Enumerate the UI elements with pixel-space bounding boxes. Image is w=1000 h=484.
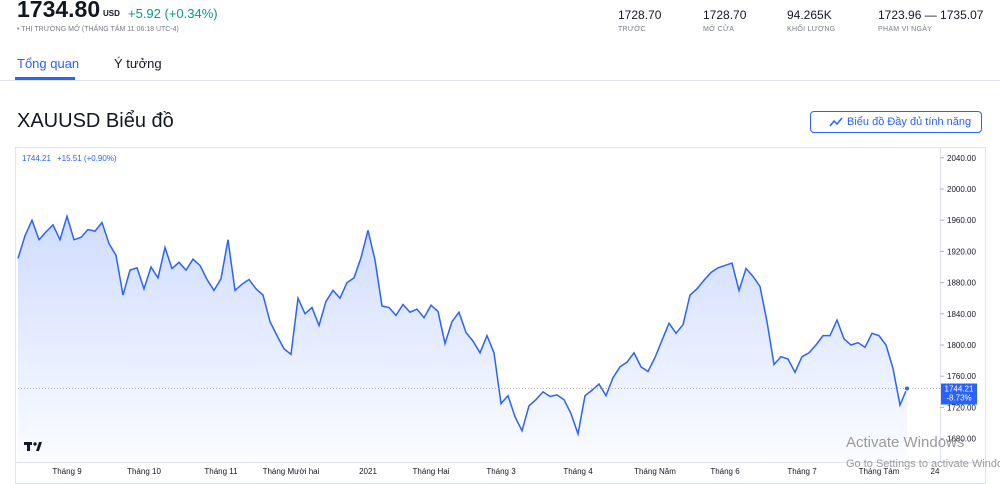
price-change: +5.92 (+0.34%) bbox=[128, 6, 218, 21]
divider bbox=[0, 80, 1000, 81]
x-tick-label: Tháng Mười hai bbox=[263, 467, 320, 476]
chart-icon bbox=[829, 117, 843, 127]
watermark-title: Activate Windows bbox=[846, 434, 964, 451]
stat-label: MỞ CỬA bbox=[703, 26, 735, 33]
x-tick-label: 2021 bbox=[359, 467, 377, 476]
x-tick-label: Tháng Hai bbox=[413, 467, 450, 476]
stat-value: 1728.70 bbox=[703, 8, 747, 22]
stat-value: 94.265K bbox=[787, 8, 832, 22]
x-tick-label: Tháng 6 bbox=[710, 467, 740, 476]
area bbox=[18, 216, 907, 462]
x-tick-label: Tháng Tám bbox=[859, 467, 900, 476]
price-tag bbox=[941, 383, 977, 405]
x-tick-label: Tháng 11 bbox=[204, 467, 238, 476]
y-tick-label: 1880.00 bbox=[947, 279, 976, 288]
market-status: • THỊ TRƯỜNG MỞ (THÁNG TÁM 11 06:18 UTC-… bbox=[17, 26, 179, 33]
stat-label: KHỐI LƯỢNG bbox=[787, 26, 836, 33]
button-label[interactable]: Biểu đồ Đầy đủ tính năng bbox=[847, 116, 972, 128]
tab[interactable]: Ý tưởng bbox=[114, 56, 162, 71]
legend-change: +15.51 (+0.90%) bbox=[57, 154, 117, 163]
legend-price: 1744.21 bbox=[22, 154, 51, 163]
y-tick-label: 1960.00 bbox=[947, 216, 976, 225]
last-point bbox=[904, 385, 910, 392]
price-tag-change: -8.73% bbox=[946, 394, 971, 403]
x-tick-label: Tháng 4 bbox=[563, 467, 593, 476]
section-title: XAUUSD Biểu đồ bbox=[17, 110, 174, 132]
y-tick-label: 1840.00 bbox=[947, 310, 976, 319]
x-tick-label: Tháng 7 bbox=[787, 467, 817, 476]
y-tick-label: 1760.00 bbox=[947, 372, 976, 381]
y-tick-label: 2000.00 bbox=[947, 185, 976, 194]
stat-value: 1728.70 bbox=[618, 8, 662, 22]
y-tick-label: 1720.00 bbox=[947, 403, 976, 412]
stat-label: TRƯỚC bbox=[618, 26, 646, 33]
y-tick-label: 2040.00 bbox=[947, 154, 976, 163]
full-chart-button[interactable]: Biểu đồ Đầy đủ tính năng bbox=[810, 111, 982, 133]
line bbox=[17, 213, 908, 437]
x-tick-label: Tháng Năm bbox=[634, 467, 676, 476]
stat-label: PHẠM VI NGÀY bbox=[878, 26, 933, 33]
tab-indicator bbox=[15, 77, 75, 80]
price: 1734.80 bbox=[17, 0, 101, 22]
y-tick-label: 1920.00 bbox=[947, 247, 976, 256]
tab[interactable]: Tổng quan bbox=[17, 56, 80, 71]
price-tag-value: 1744.21 bbox=[945, 385, 974, 394]
watermark-subtitle: Go to Settings to activate Windows. bbox=[846, 458, 1000, 470]
y-tick-label: 1800.00 bbox=[947, 341, 976, 350]
x-tick-label: 24 bbox=[931, 467, 940, 476]
stat-value: 1723.96 — 1735.07 bbox=[878, 8, 984, 22]
x-tick-label: Tháng 9 bbox=[52, 467, 82, 476]
currency: USD bbox=[103, 9, 120, 18]
x-tick-label: Tháng 3 bbox=[486, 467, 516, 476]
y-tick-label: 1680.00 bbox=[947, 435, 976, 444]
x-tick-label: Tháng 10 bbox=[127, 467, 161, 476]
